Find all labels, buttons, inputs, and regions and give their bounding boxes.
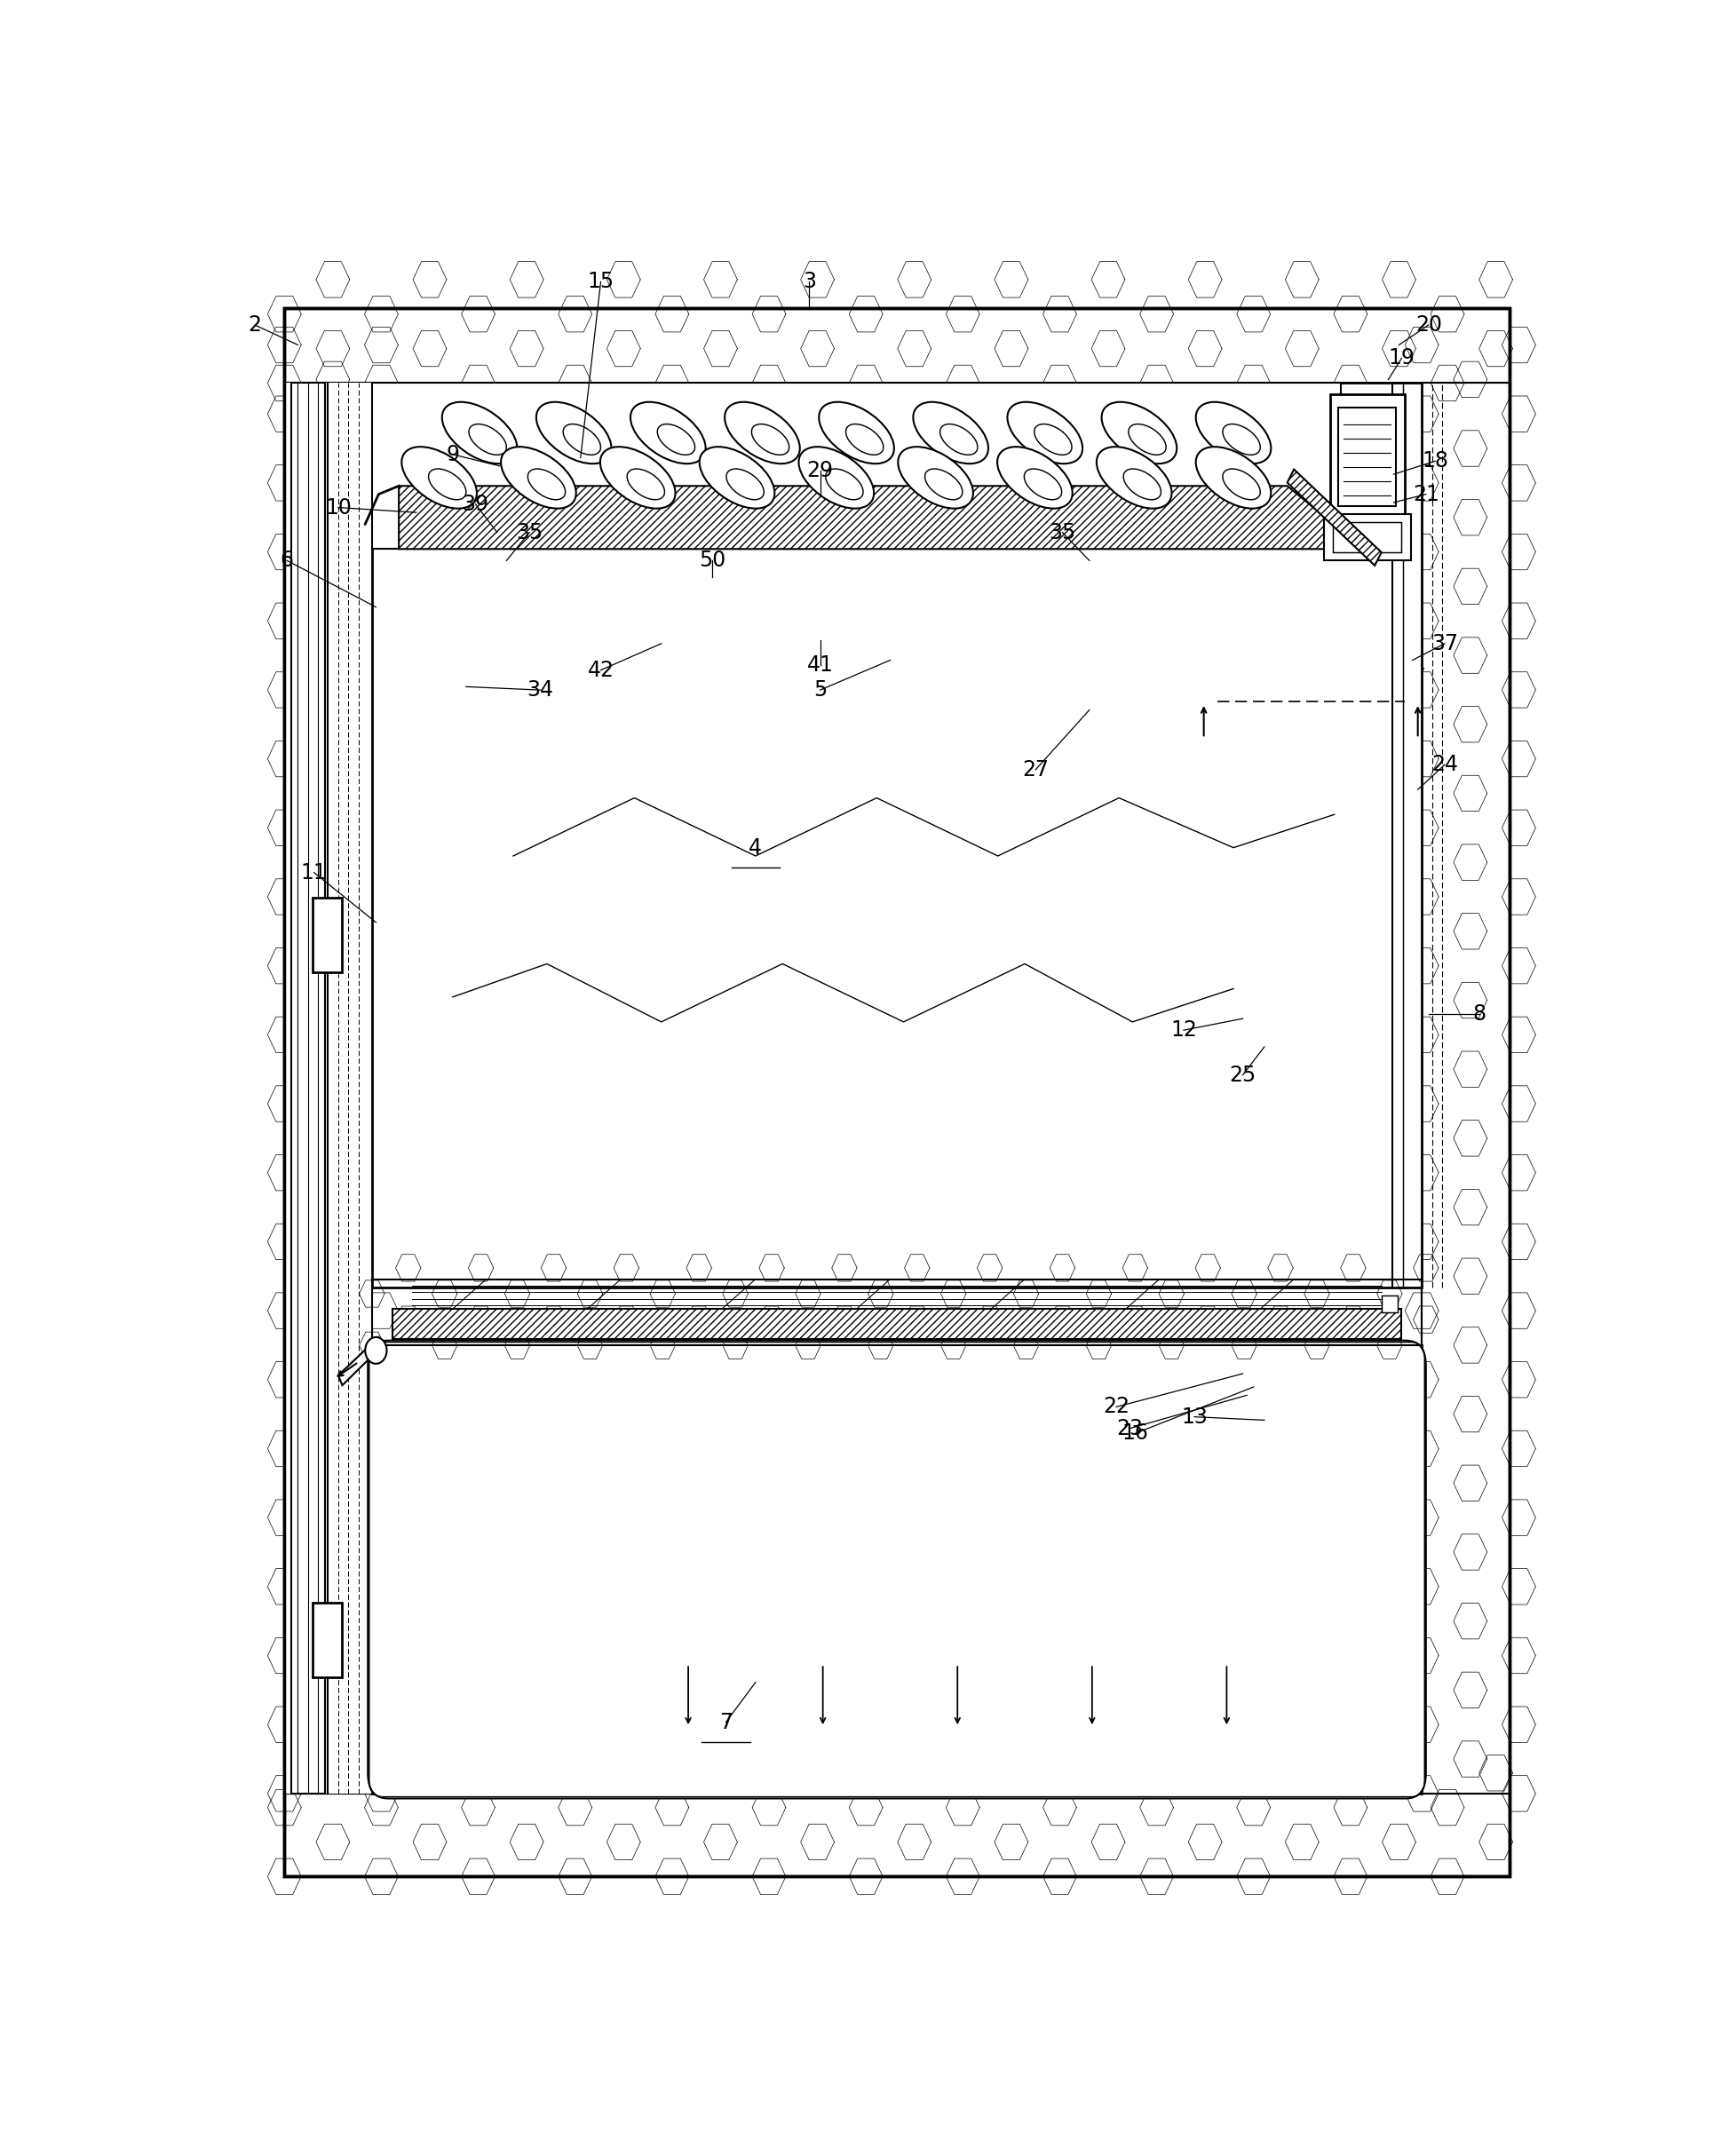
Bar [1323, 515, 1410, 560]
FancyBboxPatch shape [368, 1340, 1425, 1799]
Text: 12: 12 [1170, 1019, 1196, 1041]
Text: 5: 5 [812, 679, 826, 700]
Bar [1380, 1295, 1397, 1312]
Bar [1330, 394, 1404, 519]
Ellipse shape [1222, 470, 1260, 500]
Ellipse shape [536, 403, 611, 463]
Text: V: V [1411, 668, 1424, 685]
Text: 9: 9 [446, 444, 458, 465]
Bar [285, 308, 1509, 384]
Ellipse shape [1033, 425, 1071, 455]
Bar [285, 1793, 1509, 1877]
Text: 2: 2 [248, 315, 262, 336]
Ellipse shape [401, 446, 477, 509]
Text: 10: 10 [325, 498, 351, 517]
Text: 34: 34 [526, 679, 554, 700]
Text: 29: 29 [807, 461, 833, 483]
Ellipse shape [913, 403, 988, 463]
Bar [372, 1345, 1422, 1793]
Text: 20: 20 [1415, 315, 1441, 336]
Text: 6: 6 [279, 550, 293, 571]
Text: 35: 35 [1049, 522, 1075, 543]
Text: 25: 25 [1229, 1065, 1255, 1086]
Text: 42: 42 [587, 659, 615, 681]
Ellipse shape [700, 446, 774, 509]
Text: 27: 27 [1023, 759, 1049, 780]
Bar [1338, 407, 1396, 506]
Ellipse shape [724, 403, 800, 463]
Bar [372, 384, 1422, 1287]
Ellipse shape [799, 446, 873, 509]
Ellipse shape [1095, 446, 1172, 509]
Ellipse shape [1123, 470, 1160, 500]
Ellipse shape [898, 446, 972, 509]
Text: 7: 7 [719, 1711, 733, 1733]
Text: 11: 11 [300, 862, 326, 884]
Text: V: V [1196, 668, 1210, 685]
Ellipse shape [1194, 403, 1271, 463]
Text: 24: 24 [1430, 754, 1457, 776]
Bar [392, 1308, 1401, 1338]
Text: 37: 37 [1430, 634, 1457, 655]
Text: 15: 15 [587, 272, 615, 293]
Ellipse shape [656, 425, 694, 455]
Text: 21: 21 [1411, 483, 1439, 504]
Text: 50: 50 [698, 550, 726, 571]
Text: 8: 8 [1472, 1002, 1486, 1024]
Text: 19: 19 [1387, 347, 1415, 369]
Ellipse shape [726, 470, 764, 500]
Polygon shape [399, 485, 1368, 552]
Ellipse shape [500, 446, 576, 509]
Bar [285, 384, 372, 1793]
Text: 3: 3 [802, 272, 816, 293]
Bar [312, 1603, 342, 1677]
Circle shape [365, 1336, 387, 1364]
Text: 35: 35 [516, 522, 543, 543]
Ellipse shape [601, 446, 675, 509]
Text: 39: 39 [462, 493, 488, 515]
Ellipse shape [939, 425, 977, 455]
Ellipse shape [630, 403, 705, 463]
Bar [292, 384, 325, 1793]
Ellipse shape [818, 403, 894, 463]
Ellipse shape [1194, 446, 1271, 509]
Bar [372, 384, 1340, 550]
Polygon shape [339, 1336, 382, 1386]
Polygon shape [1286, 470, 1380, 565]
Text: 23: 23 [1116, 1418, 1142, 1440]
Bar [372, 1280, 1422, 1345]
Ellipse shape [1024, 470, 1061, 500]
Text: 18: 18 [1422, 450, 1448, 472]
Text: 4: 4 [748, 836, 762, 858]
Text: 13: 13 [1180, 1407, 1207, 1427]
Ellipse shape [528, 470, 564, 500]
Ellipse shape [441, 403, 517, 463]
Bar [285, 384, 372, 1793]
Text: 22: 22 [1102, 1396, 1128, 1418]
Ellipse shape [429, 470, 465, 500]
Bar [312, 896, 342, 972]
Ellipse shape [825, 470, 863, 500]
Ellipse shape [627, 470, 665, 500]
Ellipse shape [996, 446, 1071, 509]
Ellipse shape [562, 425, 601, 455]
Ellipse shape [1222, 425, 1260, 455]
Ellipse shape [1007, 403, 1082, 463]
Ellipse shape [845, 425, 884, 455]
Text: 41: 41 [807, 655, 833, 677]
Bar [1422, 384, 1509, 1793]
Ellipse shape [1101, 403, 1177, 463]
Text: 16: 16 [1121, 1422, 1147, 1444]
Bar [1332, 522, 1401, 552]
Ellipse shape [469, 425, 507, 455]
Ellipse shape [924, 470, 962, 500]
Ellipse shape [1128, 425, 1165, 455]
Ellipse shape [752, 425, 788, 455]
